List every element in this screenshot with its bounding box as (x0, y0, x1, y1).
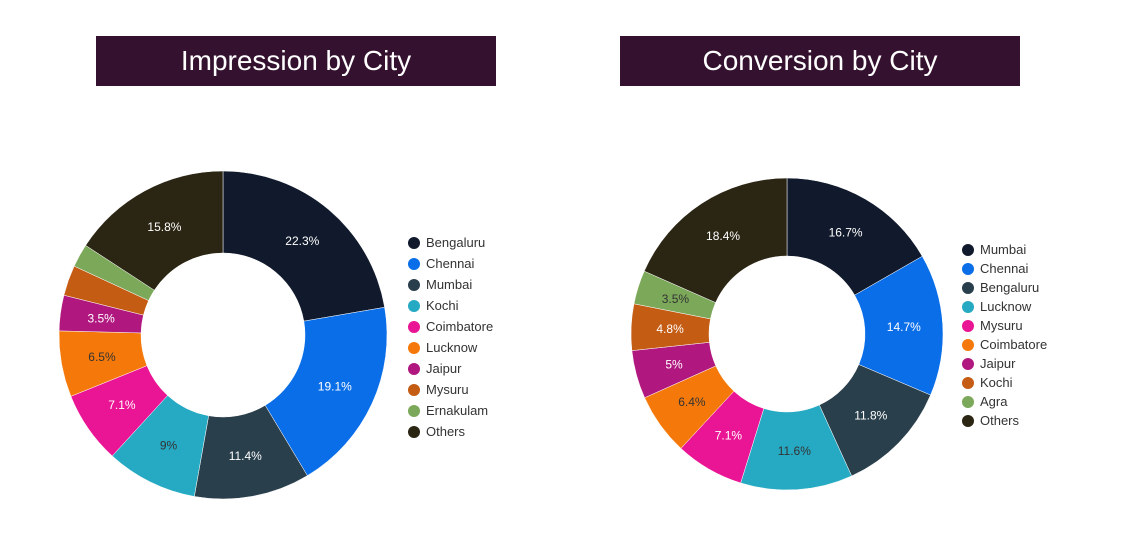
slice-bengaluru[interactable] (222, 170, 385, 322)
legend-swatch (962, 262, 974, 275)
legend-item[interactable]: Mumbai (962, 240, 1047, 259)
legend-swatch (962, 395, 974, 408)
data-label: 6.5% (88, 350, 116, 364)
legend-swatch (408, 320, 420, 333)
legend-item[interactable]: Lucknow (408, 337, 493, 358)
data-label: 7.1% (108, 398, 136, 412)
legend-label: Chennai (426, 256, 475, 271)
legend-swatch (408, 278, 420, 291)
data-label: 6.4% (678, 395, 706, 409)
slice-others[interactable] (85, 170, 224, 291)
legend-item[interactable]: Agra (962, 392, 1047, 411)
legend-swatch (962, 319, 974, 332)
data-label: 22.3% (285, 234, 319, 248)
slice-others[interactable] (643, 177, 788, 303)
data-label: 11.6% (778, 444, 811, 458)
legend-label: Mumbai (980, 242, 1027, 257)
legend-label: Mysuru (426, 382, 469, 397)
legend-item[interactable]: Ernakulam (408, 400, 493, 421)
legend-swatch (962, 281, 974, 294)
legend-label: Ernakulam (426, 403, 489, 418)
legend-label: Agra (980, 394, 1008, 409)
legend-swatch (408, 362, 420, 375)
legend-label: Lucknow (980, 299, 1032, 314)
legend-label: Bengaluru (980, 280, 1040, 295)
legend-item[interactable]: Lucknow (962, 297, 1047, 316)
legend-item[interactable]: Kochi (962, 373, 1047, 392)
legend-swatch (962, 357, 974, 370)
data-label: 18.4% (706, 229, 740, 243)
data-label: 11.4% (229, 449, 262, 463)
legend-label: Jaipur (426, 361, 462, 376)
impression-legend: Bengaluru Chennai Mumbai Kochi Coimbatore Luc… (408, 232, 493, 442)
legend-swatch (408, 257, 420, 270)
legend-swatch (962, 376, 974, 389)
legend-swatch (408, 404, 420, 417)
data-label: 7.1% (715, 428, 743, 442)
legend-label: Coimbatore (980, 337, 1048, 352)
data-label: 14.7% (887, 320, 921, 334)
legend-swatch (962, 300, 974, 313)
legend-item[interactable]: Others (408, 421, 493, 442)
legend-item[interactable]: Mumbai (408, 274, 493, 295)
impression-chart-title: Impression by City (96, 36, 496, 86)
legend-item[interactable]: Coimbatore (408, 316, 493, 337)
legend-swatch (408, 341, 420, 354)
data-label: 16.7% (829, 226, 863, 240)
legend-swatch (962, 243, 974, 256)
legend-item[interactable]: Bengaluru (408, 232, 493, 253)
legend-item[interactable]: Coimbatore (962, 335, 1047, 354)
legend-label: Mumbai (426, 277, 473, 292)
legend-label: Chennai (980, 261, 1029, 276)
conversion-legend: Mumbai Chennai Bengaluru Lucknow Mysuru Coimb… (962, 240, 1047, 430)
slice-chennai[interactable] (264, 307, 388, 476)
data-label: 4.8% (656, 322, 684, 336)
legend-item[interactable]: Chennai (408, 253, 493, 274)
legend-item[interactable]: Bengaluru (962, 278, 1047, 297)
legend-item[interactable]: Jaipur (408, 358, 493, 379)
data-label: 9% (160, 438, 178, 452)
legend-item[interactable]: Others (962, 411, 1047, 430)
legend-label: Mysuru (980, 318, 1023, 333)
legend-swatch (408, 425, 420, 438)
legend-label: Lucknow (426, 340, 478, 355)
legend-swatch (962, 414, 974, 427)
legend-label: Bengaluru (426, 235, 486, 250)
data-label: 11.8% (854, 409, 887, 423)
legend-item[interactable]: Mysuru (408, 379, 493, 400)
legend-item[interactable]: Kochi (408, 295, 493, 316)
legend-swatch (408, 383, 420, 396)
legend-swatch (408, 236, 420, 249)
legend-label: Kochi (980, 375, 1013, 390)
legend-item[interactable]: Jaipur (962, 354, 1047, 373)
legend-item[interactable]: Mysuru (962, 316, 1047, 335)
conversion-chart-title: Conversion by City (620, 36, 1020, 86)
data-label: 15.8% (147, 220, 181, 234)
data-label: 19.1% (318, 379, 352, 393)
data-label: 5% (665, 358, 683, 372)
legend-label: Others (980, 413, 1020, 428)
legend-label: Kochi (426, 298, 459, 313)
legend-label: Coimbatore (426, 319, 494, 334)
legend-swatch (408, 299, 420, 312)
data-label: 3.5% (662, 292, 690, 306)
legend-label: Jaipur (980, 356, 1016, 371)
legend-label: Others (426, 424, 466, 439)
data-label: 3.5% (87, 311, 115, 325)
legend-swatch (962, 338, 974, 351)
legend-item[interactable]: Chennai (962, 259, 1047, 278)
